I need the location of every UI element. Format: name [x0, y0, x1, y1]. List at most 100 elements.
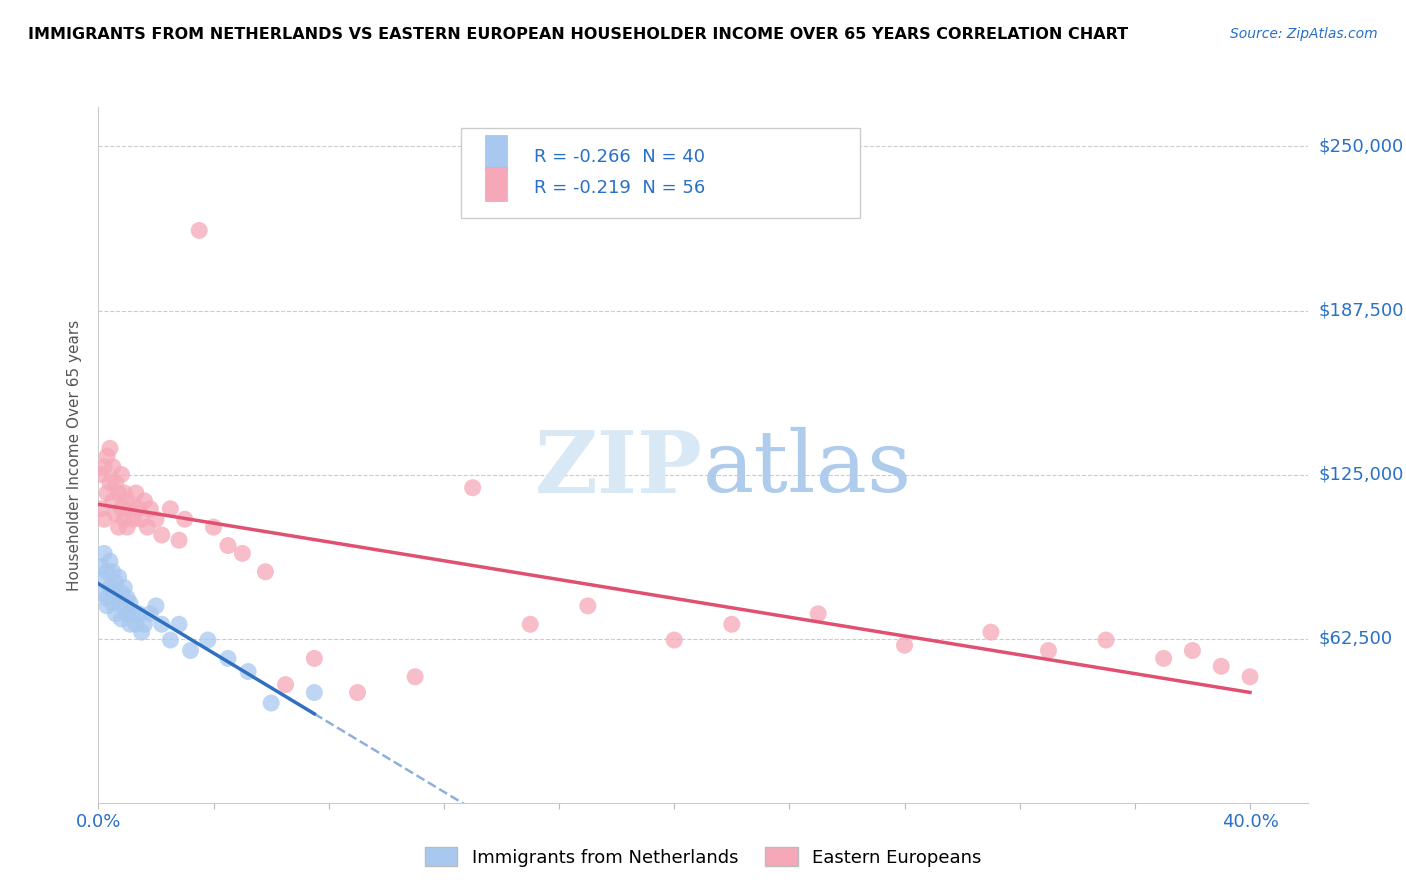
- FancyBboxPatch shape: [461, 128, 860, 219]
- Point: [159, 633, 181, 648]
- Point: [404, 670, 426, 684]
- Legend: Immigrants from Netherlands, Eastern Europeans: Immigrants from Netherlands, Eastern Eur…: [418, 840, 988, 874]
- Point: [980, 625, 1002, 640]
- Point: [145, 512, 167, 526]
- Point: [98, 581, 121, 595]
- Point: [107, 591, 129, 605]
- Point: [139, 607, 162, 621]
- Point: [96, 565, 118, 579]
- Point: [167, 533, 190, 548]
- Point: [112, 486, 135, 500]
- Point: [173, 512, 195, 526]
- Text: R = -0.266  N = 40: R = -0.266 N = 40: [534, 148, 704, 166]
- Point: [1095, 633, 1118, 648]
- Point: [461, 481, 484, 495]
- Text: R = -0.219  N = 56: R = -0.219 N = 56: [534, 179, 704, 197]
- Point: [1211, 659, 1233, 673]
- Point: [159, 501, 181, 516]
- Point: [180, 643, 202, 657]
- Point: [110, 612, 132, 626]
- Point: [136, 520, 159, 534]
- Point: [304, 685, 326, 699]
- Point: [101, 459, 124, 474]
- Point: [1038, 643, 1060, 657]
- Point: [98, 554, 121, 568]
- Point: [1239, 670, 1261, 684]
- Text: $62,500: $62,500: [1319, 630, 1393, 648]
- Point: [101, 596, 124, 610]
- Point: [101, 494, 124, 508]
- Point: [90, 586, 112, 600]
- Point: [134, 617, 156, 632]
- Point: [125, 617, 148, 632]
- Text: IMMIGRANTS FROM NETHERLANDS VS EASTERN EUROPEAN HOUSEHOLDER INCOME OVER 65 YEARS: IMMIGRANTS FROM NETHERLANDS VS EASTERN E…: [28, 27, 1128, 42]
- Point: [167, 617, 190, 632]
- Point: [107, 520, 129, 534]
- Point: [93, 459, 115, 474]
- Point: [150, 528, 173, 542]
- Point: [134, 494, 156, 508]
- Point: [112, 599, 135, 613]
- Point: [128, 607, 150, 621]
- Point: [93, 573, 115, 587]
- Point: [120, 617, 142, 632]
- Point: [96, 591, 118, 605]
- Point: [107, 570, 129, 584]
- FancyBboxPatch shape: [485, 167, 506, 201]
- Point: [90, 467, 112, 482]
- Point: [150, 617, 173, 632]
- Point: [893, 638, 915, 652]
- Point: [115, 607, 138, 621]
- Point: [115, 591, 138, 605]
- Point: [110, 586, 132, 600]
- Point: [720, 617, 742, 632]
- Point: [274, 678, 297, 692]
- Point: [120, 596, 142, 610]
- Point: [90, 559, 112, 574]
- Point: [346, 685, 368, 699]
- Point: [93, 512, 115, 526]
- Point: [125, 486, 148, 500]
- Point: [304, 651, 326, 665]
- Text: atlas: atlas: [703, 427, 912, 510]
- Point: [104, 607, 127, 621]
- Point: [110, 467, 132, 482]
- Y-axis label: Householder Income Over 65 years: Householder Income Over 65 years: [67, 319, 83, 591]
- Text: Source: ZipAtlas.com: Source: ZipAtlas.com: [1230, 27, 1378, 41]
- Point: [145, 599, 167, 613]
- Point: [217, 651, 239, 665]
- Point: [231, 546, 253, 560]
- Point: [1153, 651, 1175, 665]
- Point: [104, 575, 127, 590]
- Point: [93, 546, 115, 560]
- Point: [217, 539, 239, 553]
- Text: $250,000: $250,000: [1319, 137, 1405, 155]
- Point: [131, 512, 153, 526]
- Point: [197, 633, 219, 648]
- Point: [236, 665, 259, 679]
- Point: [131, 625, 153, 640]
- Text: ZIP: ZIP: [536, 427, 703, 511]
- Point: [664, 633, 686, 648]
- Point: [519, 617, 541, 632]
- Point: [90, 501, 112, 516]
- Point: [104, 475, 127, 490]
- Point: [110, 501, 132, 516]
- Point: [139, 501, 162, 516]
- Text: $187,500: $187,500: [1319, 301, 1405, 319]
- Point: [101, 565, 124, 579]
- Point: [96, 486, 118, 500]
- Point: [122, 512, 145, 526]
- Point: [112, 581, 135, 595]
- FancyBboxPatch shape: [485, 136, 506, 169]
- Point: [115, 494, 138, 508]
- Point: [101, 586, 124, 600]
- Point: [120, 501, 142, 516]
- Point: [96, 449, 118, 463]
- Point: [96, 599, 118, 613]
- Point: [122, 607, 145, 621]
- Point: [576, 599, 599, 613]
- Point: [104, 507, 127, 521]
- Point: [98, 442, 121, 456]
- Point: [1181, 643, 1204, 657]
